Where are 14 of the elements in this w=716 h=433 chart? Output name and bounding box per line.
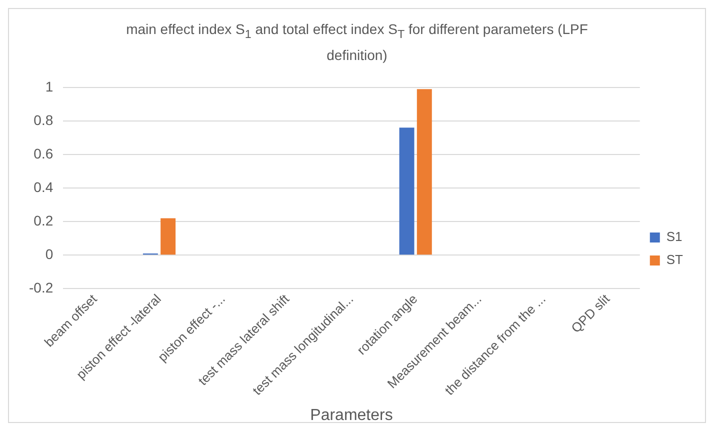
y-tick-label: 0.8 [34, 112, 54, 128]
y-tick-label: 0.2 [34, 212, 54, 228]
y-tick-label: 0.4 [34, 178, 54, 195]
chart-title: main effect index S$_{1}$ and total effect index S$_{T}$ for different parameters (LPF definition) [126, 21, 588, 63]
x-axis-title: Parameters [310, 406, 393, 424]
y-tick-label: 0.6 [34, 145, 54, 162]
bar [160, 218, 176, 254]
y-tick-label: -0.2 [29, 279, 54, 296]
y-tick-label: 1 [45, 78, 54, 94]
legend-label: S1 [666, 228, 682, 244]
bar [416, 88, 432, 254]
bar [399, 127, 414, 254]
y-tick-label: 0 [45, 246, 54, 262]
legend-label: ST [666, 252, 684, 267]
